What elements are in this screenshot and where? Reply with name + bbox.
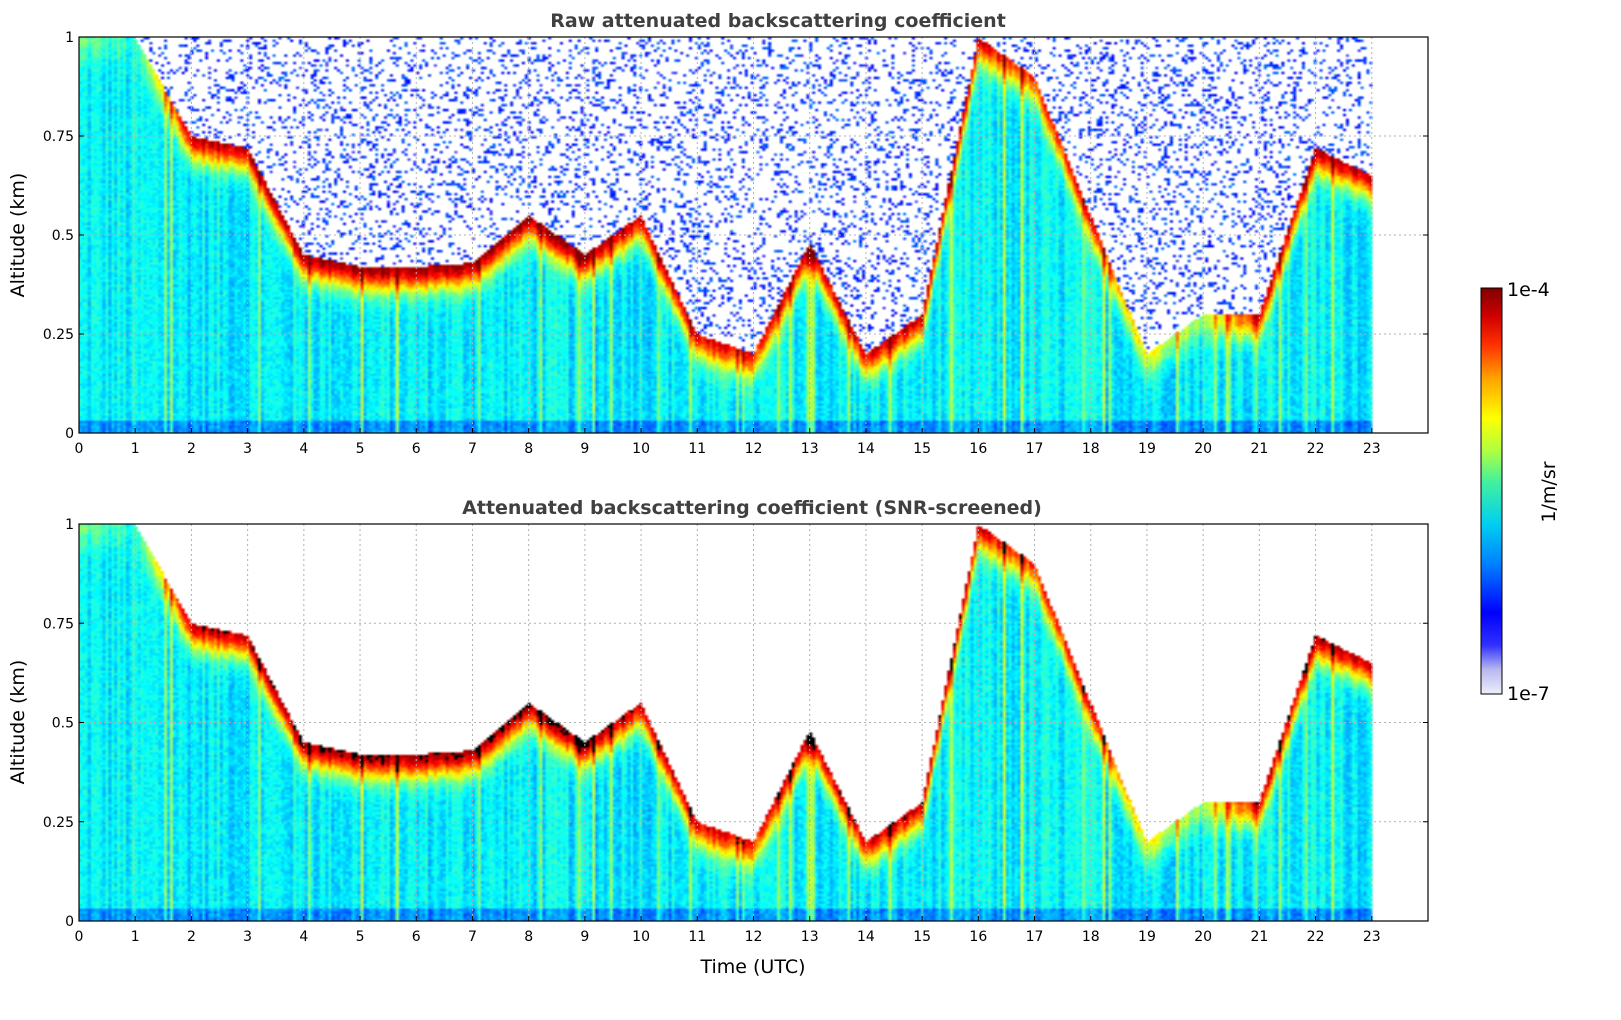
x-tick-label: 16 xyxy=(969,441,987,457)
x-tick-label: 1 xyxy=(131,929,140,945)
x-tick-label: 7 xyxy=(468,929,477,945)
panel-raw-y-ticks: 0 0.25 0.5 0.75 1 xyxy=(43,30,1428,442)
x-tick-label: 22 xyxy=(1307,441,1325,457)
panel-screened-grid xyxy=(79,524,1428,921)
x-tick-label: 23 xyxy=(1363,929,1381,945)
y-tick-label: 0.25 xyxy=(43,815,74,831)
x-tick-label: 13 xyxy=(801,929,819,945)
y-tick-label: 0.75 xyxy=(43,616,74,632)
x-tick-label: 21 xyxy=(1250,441,1268,457)
x-tick-label: 1 xyxy=(131,441,140,457)
x-tick-label: 9 xyxy=(580,441,589,457)
x-tick-label: 21 xyxy=(1250,929,1268,945)
x-tick-label: 11 xyxy=(688,441,706,457)
x-tick-label: 5 xyxy=(356,441,365,457)
x-tick-label: 4 xyxy=(299,929,308,945)
x-tick-label: 2 xyxy=(187,929,196,945)
x-tick-label: 17 xyxy=(1026,441,1044,457)
panel-raw-grid xyxy=(79,37,1428,433)
x-tick-label: 0 xyxy=(75,441,84,457)
panel-raw-plot-area xyxy=(78,36,1429,434)
x-tick-label: 10 xyxy=(632,441,650,457)
x-tick-label: 22 xyxy=(1307,929,1325,945)
x-tick-label: 8 xyxy=(524,441,533,457)
y-tick-label: 0.25 xyxy=(43,327,74,343)
y-tick-label: 0.5 xyxy=(52,228,74,244)
panel-screened: Attenuated backscattering coefficient (S… xyxy=(7,497,1429,978)
panel-screened-y-ticks: 0 0.25 0.5 0.75 1 xyxy=(43,517,1428,930)
x-tick-label: 15 xyxy=(913,929,931,945)
x-tick-label: 13 xyxy=(801,441,819,457)
x-tick-label: 20 xyxy=(1194,929,1212,945)
panel-screened-y-axis-label: Altitude (km) xyxy=(7,660,29,785)
y-tick-label: 0.5 xyxy=(52,716,74,732)
panel-screened-x-ticks: 0 1 2 3 4 5 6 7 8 9 10 11 12 13 14 15 16 17 18 19 20 21 22 23 xyxy=(75,916,1381,945)
x-tick-label: 9 xyxy=(580,929,589,945)
x-tick-label: 19 xyxy=(1138,441,1156,457)
y-tick-label: 0 xyxy=(65,426,74,442)
panel-raw-y-axis-label: Altitude (km) xyxy=(7,173,29,298)
x-tick-label: 17 xyxy=(1026,929,1044,945)
x-tick-label: 12 xyxy=(745,441,763,457)
x-tick-label: 0 xyxy=(75,929,84,945)
y-tick-label: 0 xyxy=(65,914,74,930)
colorbar-unit-label: 1/m/sr xyxy=(1538,461,1560,522)
x-tick-label: 6 xyxy=(412,929,421,945)
x-tick-label: 23 xyxy=(1363,441,1381,457)
panel-screened-plot-area xyxy=(78,523,1429,922)
x-tick-label: 6 xyxy=(412,441,421,457)
colorbar-min-label: 1e-7 xyxy=(1507,683,1550,705)
y-tick-label: 1 xyxy=(65,517,74,533)
x-tick-label: 4 xyxy=(299,441,308,457)
x-tick-label: 10 xyxy=(632,929,650,945)
x-tick-label: 15 xyxy=(913,441,931,457)
colorbar-max-label: 1e-4 xyxy=(1507,279,1550,301)
panel-raw-title: Raw attenuated backscattering coefficien… xyxy=(550,10,1006,32)
x-tick-label: 5 xyxy=(356,929,365,945)
x-tick-label: 2 xyxy=(187,441,196,457)
x-tick-label: 3 xyxy=(243,441,252,457)
panel-screened-title: Attenuated backscattering coefficient (S… xyxy=(462,497,1042,519)
x-tick-label: 12 xyxy=(745,929,763,945)
x-tick-label: 18 xyxy=(1082,929,1100,945)
panel-raw: Raw attenuated backscattering coefficien… xyxy=(7,10,1429,457)
panel-screened-x-axis-label: Time (UTC) xyxy=(699,956,805,978)
x-tick-label: 18 xyxy=(1082,441,1100,457)
x-tick-label: 3 xyxy=(243,929,252,945)
x-tick-label: 11 xyxy=(688,929,706,945)
x-tick-label: 7 xyxy=(468,441,477,457)
panel-raw-x-ticks: 0 1 2 3 4 5 6 7 8 9 10 11 12 13 14 15 16 17 18 19 20 21 22 23 xyxy=(75,428,1381,457)
y-tick-label: 0.75 xyxy=(43,129,74,145)
x-tick-label: 14 xyxy=(857,441,875,457)
x-tick-label: 16 xyxy=(969,929,987,945)
colorbar: 1e-4 1e-7 1/m/sr xyxy=(1480,279,1560,705)
x-tick-label: 19 xyxy=(1138,929,1156,945)
y-tick-label: 1 xyxy=(65,30,74,46)
x-tick-label: 14 xyxy=(857,929,875,945)
colorbar-bar xyxy=(1480,287,1503,695)
x-tick-label: 8 xyxy=(524,929,533,945)
x-tick-label: 20 xyxy=(1194,441,1212,457)
